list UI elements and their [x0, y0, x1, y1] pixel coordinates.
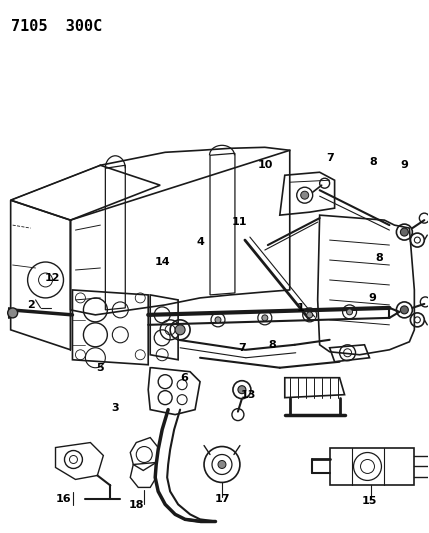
Circle shape [262, 315, 268, 321]
Text: 7: 7 [326, 154, 333, 163]
Circle shape [400, 306, 408, 314]
Circle shape [307, 312, 313, 318]
Circle shape [218, 461, 226, 469]
Text: 14: 14 [154, 257, 170, 267]
Text: 8: 8 [370, 157, 378, 167]
Text: 13: 13 [240, 390, 256, 400]
Text: 4: 4 [196, 237, 204, 247]
Text: 11: 11 [232, 217, 248, 227]
Text: 9: 9 [400, 160, 408, 170]
Circle shape [238, 386, 246, 394]
Text: 9: 9 [369, 293, 376, 303]
Circle shape [215, 317, 221, 323]
Circle shape [400, 228, 408, 236]
Text: 7: 7 [238, 343, 246, 353]
Text: 3: 3 [112, 402, 119, 413]
Text: 1: 1 [297, 303, 305, 313]
Text: 17: 17 [214, 495, 230, 504]
Circle shape [8, 308, 18, 318]
Text: 16: 16 [56, 495, 71, 504]
Text: 10: 10 [258, 160, 274, 170]
Circle shape [175, 325, 185, 335]
Text: 8: 8 [268, 340, 276, 350]
Text: 6: 6 [180, 373, 188, 383]
Text: 5: 5 [97, 363, 104, 373]
Text: 8: 8 [375, 253, 384, 263]
Text: 18: 18 [129, 500, 144, 511]
Text: 12: 12 [45, 273, 60, 283]
Text: 2: 2 [27, 300, 34, 310]
Text: 15: 15 [362, 496, 377, 506]
Circle shape [301, 191, 309, 199]
Circle shape [347, 309, 353, 315]
Text: 7105  300C: 7105 300C [11, 19, 102, 34]
